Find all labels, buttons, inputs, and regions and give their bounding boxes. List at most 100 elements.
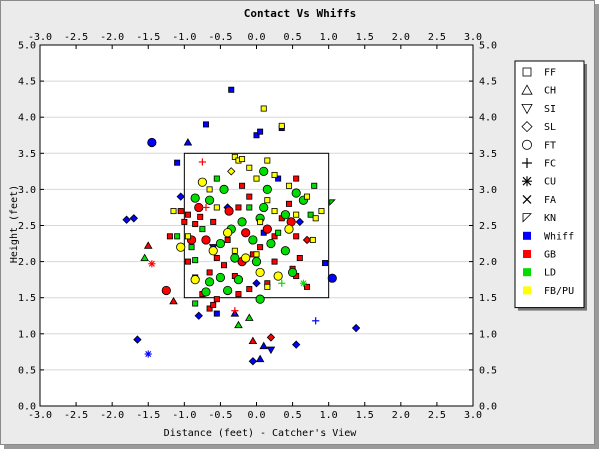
data-point [215,272,226,283]
data-point [307,211,314,218]
data-point [278,279,286,287]
data-point [213,296,220,303]
legend-label: CH [544,86,556,97]
data-point [237,217,247,227]
data-point [184,233,191,240]
data-point [206,305,213,312]
legend-label: FC [544,159,556,170]
data-point [293,233,300,240]
y-tick-label: 4.5 [18,77,36,88]
y-tick-label: 0.5 [18,365,36,376]
data-points [122,86,361,366]
data-point [327,273,337,283]
x-tick-label: 0.0 [247,410,265,421]
data-point [311,182,318,189]
data-point [246,164,253,171]
data-point [202,121,209,128]
data-point [312,317,320,325]
data-point [174,159,181,166]
data-point [223,228,233,238]
legend-marker [522,213,532,223]
y-tick-label-right: 2.5 [479,221,497,232]
legend-label: SI [544,104,556,115]
data-point [351,323,361,333]
y-tick-label-right: 3.5 [479,149,497,160]
data-point [257,244,264,251]
x-tick-label-top: 1.5 [356,32,374,43]
x-tick-label-top: 0.5 [284,32,302,43]
data-point [271,233,278,240]
data-point [239,182,246,189]
y-tick-label: 0.0 [18,402,36,413]
data-point [227,167,236,176]
legend-label: Whiff [544,231,574,242]
data-point [312,215,319,222]
data-point [231,247,238,254]
data-point [275,229,282,236]
data-point [235,291,242,298]
x-tick-label: -2.5 [64,410,88,421]
data-point [197,213,204,220]
data-point [244,313,254,321]
data-point [148,260,156,268]
data-point [161,285,171,296]
legend-label: SL [544,122,556,133]
data-point [235,204,242,211]
x-tick-label: -2.0 [100,410,124,421]
data-point [198,158,206,166]
y-tick-label-right: 4.0 [479,113,497,124]
data-point [194,202,204,213]
data-point [253,251,260,258]
data-point [304,193,311,200]
data-point [231,153,238,160]
data-point [234,320,243,329]
data-point [133,335,142,344]
data-point [262,224,272,234]
x-axis-top: -3.0 -2.5 -2.0 -1.5 -1.0 -0.5 0.0 0.5 1.0 1.5 2.0 2… [28,32,482,49]
legend-marker [522,158,532,168]
data-point [251,256,262,267]
legend-label: FA [544,195,556,206]
data-point [206,186,213,193]
data-point [197,177,207,187]
data-point [271,171,278,178]
data-point [169,296,178,305]
legend-marker [522,139,533,150]
legend-label: CU [544,177,556,188]
data-point [255,294,265,304]
data-point [318,208,325,215]
data-point [287,267,298,278]
data-point [285,200,292,207]
data-point [284,224,294,234]
data-point [252,279,261,288]
y-tick-label-right: 4.5 [479,77,497,88]
data-point [201,235,211,245]
y-tick-label: 1.0 [18,329,36,340]
data-point [285,182,292,189]
legend: FF CH SI SL FT FC CU FA KN Whiff GB LD FB/PU [514,60,587,311]
legend-marker [522,67,532,77]
data-point [174,233,181,240]
data-point [246,193,253,200]
x-axis-bottom: -3.0 -2.5 -2.0 -1.5 -1.0 -0.5 0.0 0.5 1.0 1.5 2.0 2… [28,402,482,421]
x-tick-label: -1.0 [172,410,196,421]
data-point [264,283,271,290]
data-point [228,86,235,93]
data-point [262,184,272,194]
x-tick-label-top: -2.0 [100,32,124,43]
data-point [292,340,301,349]
y-tick-label-right: 5.0 [479,41,497,52]
y-tick-label-right: 0.5 [479,365,497,376]
data-point [213,175,220,182]
legend-marker [522,176,532,187]
y-tick-label-right: 1.5 [479,293,497,304]
data-point [202,203,210,212]
data-point [170,208,177,215]
x-tick-label-top: 2.5 [428,32,446,43]
x-tick-label-top: 3.0 [464,32,482,43]
data-point [271,258,278,265]
y-tick-label: 4.0 [18,113,36,124]
legend-swatch [523,286,531,295]
data-point [264,157,271,164]
